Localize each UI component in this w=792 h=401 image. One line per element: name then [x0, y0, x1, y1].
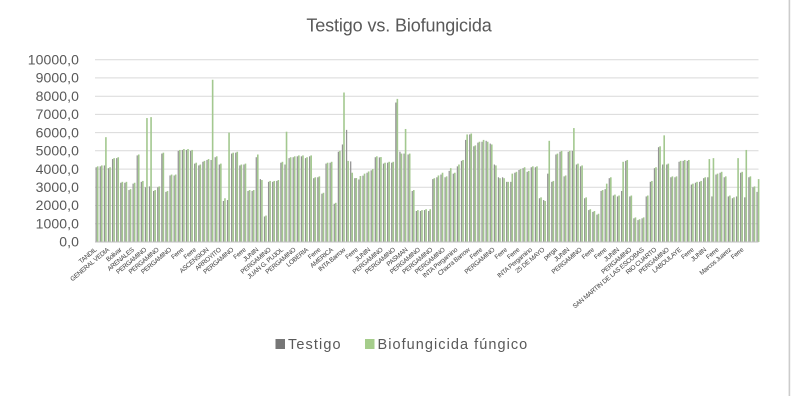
svg-text:1000,0: 1000,0 — [36, 216, 80, 232]
svg-text:6000,0: 6000,0 — [36, 124, 80, 140]
svg-text:4000,0: 4000,0 — [36, 161, 80, 177]
svg-text:Testigo vs. Biofungicida: Testigo vs. Biofungicida — [306, 15, 492, 35]
svg-text:8000,0: 8000,0 — [36, 88, 80, 104]
svg-text:Testigo: Testigo — [288, 337, 342, 353]
svg-text:10000,0: 10000,0 — [28, 51, 79, 67]
svg-text:2000,0: 2000,0 — [36, 197, 80, 213]
svg-text:9000,0: 9000,0 — [36, 70, 80, 86]
svg-text:0,0: 0,0 — [59, 234, 79, 250]
svg-text:7000,0: 7000,0 — [36, 106, 80, 122]
svg-text:3000,0: 3000,0 — [36, 179, 80, 195]
svg-text:Biofungicida fúngico: Biofungicida fúngico — [378, 337, 529, 353]
svg-text:5000,0: 5000,0 — [36, 143, 80, 159]
